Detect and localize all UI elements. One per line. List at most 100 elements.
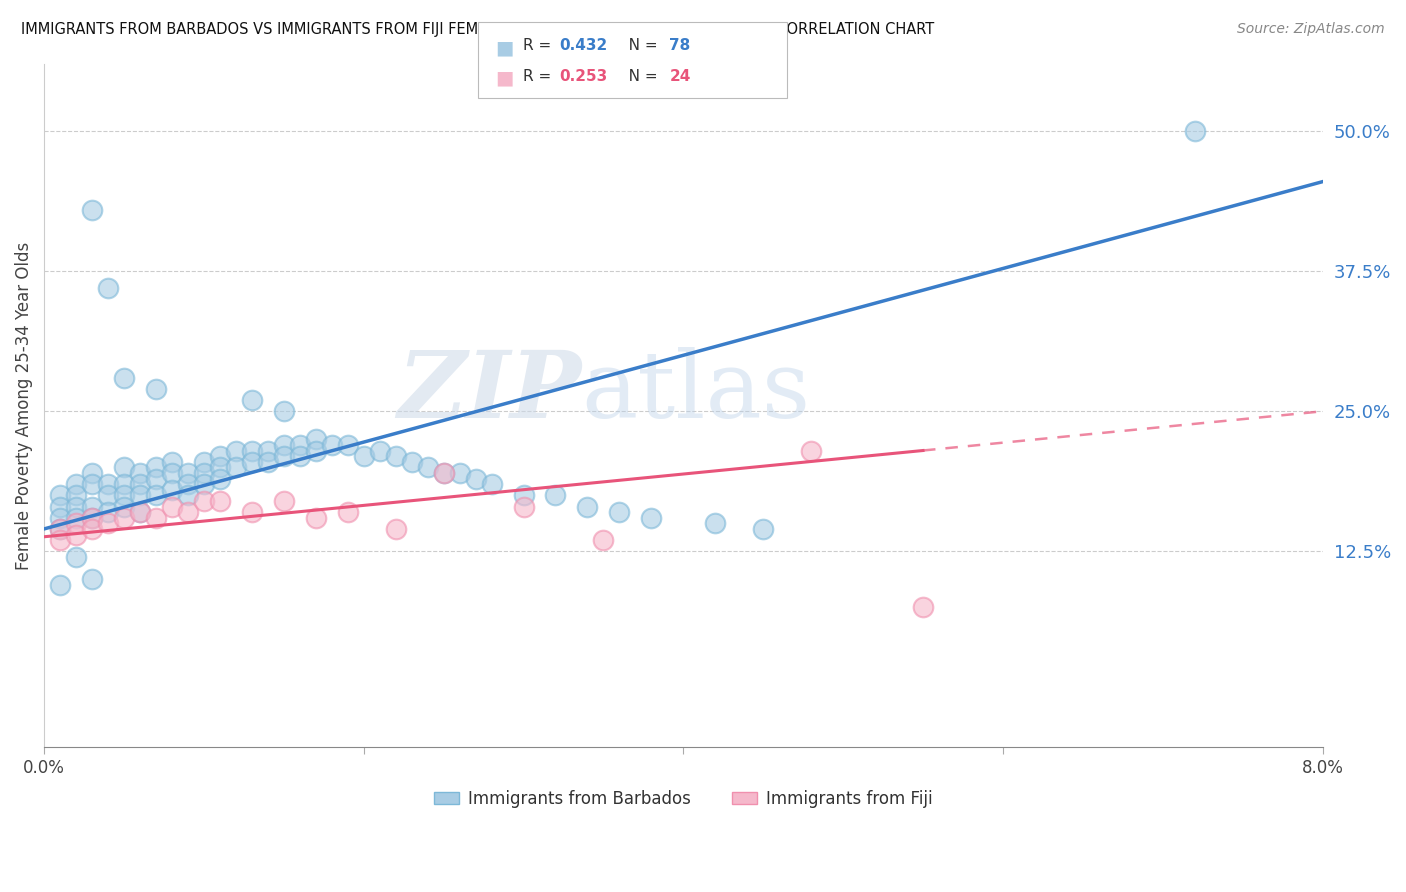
Point (240, 505, 263, 519)
Point (273, 438, 295, 452)
Point (177, 505, 200, 519)
Point (80, 466, 103, 480)
Point (177, 488, 200, 502)
Point (145, 460, 167, 475)
Point (416, 460, 439, 475)
Point (49, 533, 72, 548)
Point (640, 510, 662, 524)
Text: Source: ZipAtlas.com: Source: ZipAtlas.com (1237, 22, 1385, 37)
Point (752, 522, 775, 536)
Point (145, 382, 167, 396)
Point (80, 477, 103, 491)
Point (592, 533, 614, 548)
Point (65, 488, 87, 502)
Point (225, 460, 247, 475)
Point (288, 449, 311, 463)
Point (208, 449, 231, 463)
Point (336, 438, 359, 452)
Point (49, 510, 72, 524)
Point (368, 443, 391, 458)
Point (336, 505, 359, 519)
Point (225, 443, 247, 458)
Text: IMMIGRANTS FROM BARBADOS VS IMMIGRANTS FROM FIJI FEMALE POVERTY AMONG 25-34 YEAR: IMMIGRANTS FROM BARBADOS VS IMMIGRANTS F… (21, 22, 935, 37)
Point (112, 370, 135, 384)
Point (80, 510, 103, 524)
Point (256, 443, 278, 458)
Point (112, 488, 135, 502)
Point (65, 527, 87, 541)
Point (512, 488, 534, 502)
Point (145, 471, 167, 485)
Point (609, 505, 631, 519)
Point (112, 477, 135, 491)
Point (911, 600, 934, 615)
Point (97, 477, 120, 491)
Point (208, 460, 231, 475)
Point (449, 466, 471, 480)
Point (433, 466, 456, 480)
Point (305, 443, 328, 458)
Point (80, 202, 103, 217)
Point (49, 488, 72, 502)
Point (544, 488, 567, 502)
Point (80, 510, 103, 524)
Point (800, 443, 823, 458)
Point (129, 505, 152, 519)
Text: atlas: atlas (581, 347, 810, 437)
Point (384, 522, 406, 536)
Point (353, 449, 375, 463)
Text: 0.253: 0.253 (560, 69, 607, 84)
Point (97, 516, 120, 531)
Point (112, 510, 135, 524)
Point (273, 494, 295, 508)
Text: ZIP: ZIP (396, 347, 581, 437)
Point (288, 438, 311, 452)
Point (160, 500, 183, 514)
Point (576, 500, 599, 514)
Point (240, 455, 263, 469)
Point (321, 438, 343, 452)
Point (97, 281, 120, 295)
Point (97, 505, 120, 519)
Point (160, 455, 183, 469)
Text: ■: ■ (495, 38, 513, 57)
Point (481, 477, 503, 491)
Text: 78: 78 (669, 38, 690, 54)
Y-axis label: Female Poverty Among 25-34 Year Olds: Female Poverty Among 25-34 Year Olds (15, 242, 32, 570)
Point (177, 466, 200, 480)
Point (401, 455, 423, 469)
Point (193, 477, 215, 491)
Point (112, 460, 135, 475)
Point (384, 449, 406, 463)
Point (160, 466, 183, 480)
Point (49, 578, 72, 592)
Point (305, 510, 328, 524)
Point (80, 500, 103, 514)
Point (177, 477, 200, 491)
Point (273, 449, 295, 463)
Point (129, 466, 152, 480)
Point (112, 500, 135, 514)
Text: 24: 24 (669, 69, 690, 84)
Point (240, 443, 263, 458)
Point (129, 488, 152, 502)
Text: R =: R = (523, 69, 557, 84)
Point (145, 488, 167, 502)
Point (193, 466, 215, 480)
Text: R =: R = (523, 38, 557, 54)
Point (65, 477, 87, 491)
Point (80, 522, 103, 536)
Point (193, 455, 215, 469)
Point (256, 455, 278, 469)
Point (65, 549, 87, 564)
Point (49, 500, 72, 514)
Point (305, 432, 328, 446)
Point (208, 494, 231, 508)
Point (208, 471, 231, 485)
Point (464, 471, 486, 485)
Point (49, 522, 72, 536)
Point (433, 466, 456, 480)
Point (129, 505, 152, 519)
Point (704, 516, 727, 531)
Point (97, 488, 120, 502)
